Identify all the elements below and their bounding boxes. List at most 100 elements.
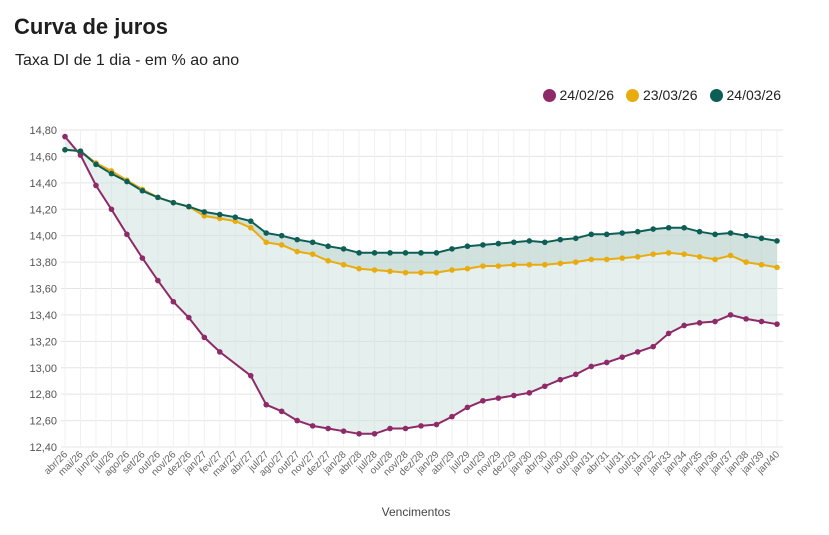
data-point-series-1: [650, 343, 656, 350]
data-point-series-1: [278, 408, 285, 415]
data-point-series-1: [186, 314, 192, 321]
shaded-band: [65, 136, 777, 434]
data-point-series-3: [619, 230, 626, 236]
data-point-series-3: [232, 214, 239, 220]
data-point-series-2: [480, 263, 486, 269]
data-point-series-3: [62, 147, 68, 153]
data-point-series-3: [93, 161, 99, 168]
data-point-series-2: [325, 257, 331, 264]
data-point-series-3: [712, 231, 718, 238]
data-point-series-2: [387, 268, 393, 275]
data-point-series-2: [247, 224, 254, 231]
data-point-series-2: [588, 256, 595, 263]
data-point-series-3: [278, 232, 285, 239]
data-point-series-1: [201, 334, 208, 341]
legend-label-series-3: 24/03/26: [726, 87, 782, 103]
data-point-series-1: [758, 318, 765, 325]
legend-item-series-1[interactable]: 24/02/26: [542, 87, 615, 103]
legend-marker-series-2: [626, 88, 639, 102]
data-point-series-2: [542, 261, 548, 268]
data-point-series-3: [758, 235, 765, 242]
y-tick-label: 13,00: [29, 363, 57, 375]
data-point-series-1: [603, 359, 610, 366]
data-point-series-3: [480, 242, 486, 248]
data-point-series-1: [108, 206, 115, 213]
data-point-series-1: [743, 316, 749, 322]
data-point-series-3: [124, 178, 130, 185]
data-point-series-1: [727, 312, 734, 318]
data-point-series-3: [696, 228, 703, 235]
data-point-series-2: [743, 259, 749, 265]
data-point-series-1: [712, 318, 718, 325]
data-point-series-1: [665, 330, 672, 337]
data-point-series-1: [309, 423, 316, 429]
data-point-series-1: [526, 390, 533, 396]
data-point-series-2: [572, 259, 579, 265]
data-point-series-3: [170, 199, 177, 206]
data-point-series-2: [232, 218, 239, 224]
data-point-series-3: [542, 239, 548, 246]
legend-item-series-3[interactable]: 24/03/26: [709, 87, 782, 103]
data-point-series-3: [665, 224, 672, 231]
legend-label-series-2: 23/03/26: [643, 87, 698, 103]
data-point-series-3: [634, 228, 641, 235]
data-point-series-2: [449, 267, 455, 273]
data-point-series-1: [449, 413, 455, 420]
data-point-series-1: [696, 320, 703, 326]
data-point-series-2: [603, 256, 610, 263]
y-axis: 14,80 14,60 14,40 14,20 14,00 13,80 13,60 13,40…: [29, 125, 57, 454]
y-tick-label: 12,60: [29, 416, 57, 428]
data-point-series-3: [464, 243, 471, 250]
data-point-series-1: [247, 372, 254, 379]
data-point-series-2: [294, 248, 300, 255]
data-point-series-2: [727, 252, 734, 259]
data-point-series-3: [526, 238, 533, 244]
y-tick-label: 13,60: [29, 284, 57, 296]
data-point-series-3: [247, 218, 254, 224]
data-point-series-2: [495, 263, 502, 269]
chart-subtitle: Taxa DI de 1 dia - em % ao ano: [15, 52, 240, 69]
data-point-series-2: [634, 253, 641, 260]
legend-label-series-1: 24/02/26: [559, 87, 615, 103]
data-point-series-3: [155, 194, 161, 201]
data-point-series-3: [727, 230, 734, 236]
data-point-series-2: [263, 239, 270, 246]
data-point-series-2: [774, 264, 780, 271]
y-tick-label: 13,80: [29, 257, 57, 269]
data-point-series-1: [93, 182, 99, 189]
y-tick-label: 14,60: [29, 151, 57, 163]
data-point-series-1: [216, 349, 223, 355]
data-point-series-2: [650, 251, 656, 257]
data-point-series-2: [309, 251, 316, 257]
data-point-series-1: [139, 255, 146, 261]
chart-legend: 24/02/26 23/03/26 24/03/26: [542, 87, 782, 103]
data-point-series-1: [634, 349, 641, 355]
data-point-series-2: [278, 242, 285, 248]
x-axis: abr/26mai/26jun/26jul/26ago/26set/26out/…: [42, 449, 782, 479]
data-point-series-2: [758, 261, 765, 268]
data-point-series-1: [480, 397, 486, 404]
data-point-series-2: [665, 250, 672, 256]
y-tick-label: 12,40: [29, 442, 57, 454]
data-point-series-3: [216, 211, 223, 218]
data-point-series-3: [681, 224, 687, 231]
data-point-series-3: [495, 240, 502, 247]
data-point-series-1: [356, 430, 362, 437]
data-point-series-1: [387, 425, 393, 432]
data-point-series-1: [77, 152, 84, 158]
data-point-series-2: [526, 261, 533, 268]
legend-item-series-2[interactable]: 23/03/26: [626, 87, 698, 103]
data-point-series-1: [325, 425, 331, 432]
y-tick-label: 14,20: [29, 204, 57, 216]
series-points: [62, 133, 780, 437]
area-between-curves: [65, 136, 777, 434]
data-point-series-3: [774, 238, 780, 244]
data-point-series-1: [619, 354, 626, 360]
data-point-series-3: [588, 231, 595, 238]
data-point-series-3: [511, 239, 517, 246]
data-point-series-3: [433, 250, 440, 256]
data-point-series-1: [402, 425, 409, 432]
data-point-series-3: [650, 226, 656, 232]
y-tick-label: 14,00: [29, 231, 57, 243]
